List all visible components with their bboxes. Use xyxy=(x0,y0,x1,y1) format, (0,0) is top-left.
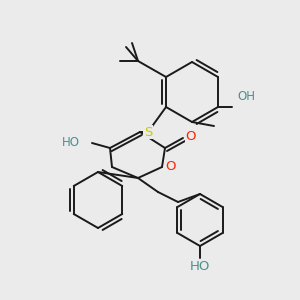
Text: HO: HO xyxy=(190,260,210,272)
Text: O: O xyxy=(165,160,175,173)
Text: S: S xyxy=(144,125,152,139)
Text: HO: HO xyxy=(62,136,80,149)
Text: OH: OH xyxy=(237,91,255,103)
Text: O: O xyxy=(186,130,196,142)
